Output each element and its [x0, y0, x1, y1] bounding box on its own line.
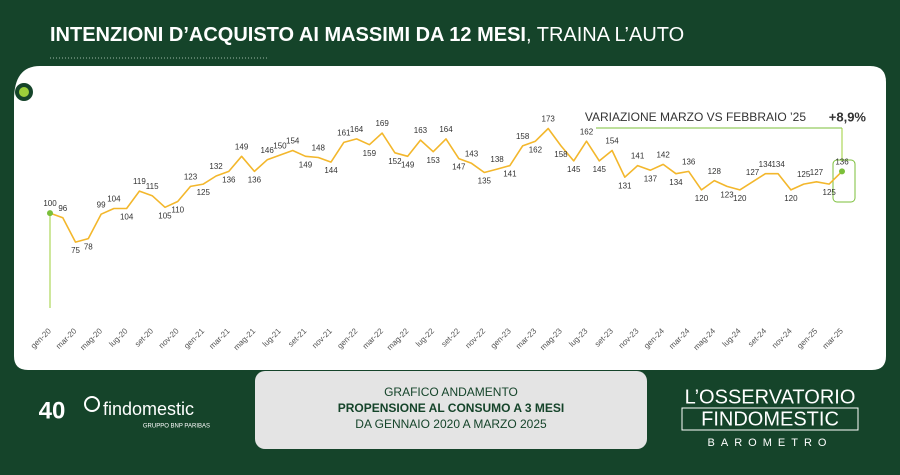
value-label: 137	[644, 174, 658, 183]
value-label: 149	[299, 160, 313, 169]
value-label: 164	[350, 125, 364, 134]
value-label: 145	[567, 165, 581, 174]
value-label: 154	[605, 137, 619, 146]
end-point	[47, 210, 53, 217]
value-label: 104	[120, 213, 134, 222]
brand-line: L’OSSERVATORIO	[685, 386, 856, 408]
value-label: 162	[529, 145, 543, 154]
logo-group: GRUPPO BNP PARIBAS	[143, 424, 210, 430]
series-line	[49, 127, 843, 243]
annotation-value: +8,9%	[829, 109, 867, 124]
title: INTENZIONI D’ACQUISTO AI MASSIMI DA 12 M…	[50, 24, 684, 46]
value-label: 149	[401, 160, 415, 169]
value-label: 119	[133, 177, 146, 186]
value-label: 173	[542, 115, 556, 124]
value-label: 134	[759, 160, 773, 169]
value-label: 75	[71, 246, 80, 255]
value-label: 120	[784, 194, 798, 203]
value-label: 123	[720, 191, 734, 200]
value-label: 105	[158, 211, 172, 220]
title-bold: INTENZIONI D’ACQUISTO AI MASSIMI DA 12 M…	[50, 24, 526, 46]
value-label: 142	[656, 151, 670, 160]
value-label: 136	[835, 157, 849, 166]
value-label: 141	[631, 152, 645, 161]
brand-line: FINDOMESTIC	[701, 408, 839, 430]
caption-line: GRAFICO ANDAMENTO	[384, 385, 518, 399]
value-label: 146	[260, 146, 274, 155]
value-label: 152	[388, 157, 402, 166]
chart-panel	[14, 66, 886, 370]
value-label: 135	[478, 177, 492, 186]
value-label: 96	[58, 204, 67, 213]
end-point	[839, 168, 845, 175]
value-label: 145	[593, 165, 607, 174]
value-label: 154	[286, 137, 300, 146]
value-label: 158	[516, 132, 530, 141]
logo-icon	[84, 396, 100, 412]
value-label: 78	[84, 243, 93, 252]
brand-line: BAROMETRO	[708, 437, 833, 449]
value-label: 127	[810, 168, 824, 177]
value-label: 144	[324, 166, 338, 175]
value-label: 136	[222, 175, 236, 184]
value-label: 134	[669, 178, 683, 187]
logo-name: findomestic	[103, 399, 194, 419]
value-label: 134	[771, 160, 785, 169]
value-label: 143	[465, 149, 479, 158]
value-label: 125	[797, 170, 811, 179]
brand-frame	[681, 407, 859, 431]
caption-line: PROPENSIONE AL CONSUMO A 3 MESI	[338, 401, 564, 415]
value-label: 149	[235, 142, 249, 151]
value-label: 136	[248, 175, 262, 184]
value-label: 159	[363, 149, 377, 158]
value-label: 136	[682, 157, 696, 166]
value-label: 110	[171, 206, 184, 215]
value-label: 138	[490, 155, 504, 164]
value-label: 104	[107, 195, 121, 204]
value-label: 131	[618, 181, 632, 190]
value-label: 132	[209, 162, 223, 171]
value-label: 115	[146, 182, 159, 191]
value-label: 153	[427, 156, 441, 165]
value-label: 128	[708, 167, 722, 176]
value-label: 120	[695, 194, 709, 203]
value-label: 169	[375, 119, 389, 128]
value-label: 99	[97, 200, 106, 209]
caption-box	[255, 371, 647, 449]
value-label: 158	[554, 150, 568, 159]
value-label: 125	[197, 188, 211, 197]
caption-line: DA GENNAIO 2020 A MARZO 2025	[355, 417, 547, 431]
value-label: 147	[452, 163, 466, 172]
value-label: 162	[580, 127, 594, 136]
value-label: 164	[439, 125, 453, 134]
logo-number: 40	[39, 397, 66, 424]
value-label: 148	[312, 144, 326, 153]
value-label: 125	[823, 188, 837, 197]
value-label: 161	[337, 129, 351, 138]
value-label: 127	[746, 168, 760, 177]
panel-dot-inner	[19, 87, 29, 97]
value-label: 150	[273, 141, 287, 150]
value-label: 120	[733, 194, 747, 203]
value-label: 123	[184, 173, 198, 182]
value-label: 100	[43, 199, 57, 208]
value-label: 141	[503, 170, 517, 179]
annotation: VARIAZIONE MARZO VS FEBBRAIO ’25	[585, 110, 806, 124]
title-rest: , TRAINA L’AUTO	[526, 24, 684, 46]
value-label: 163	[414, 126, 428, 135]
